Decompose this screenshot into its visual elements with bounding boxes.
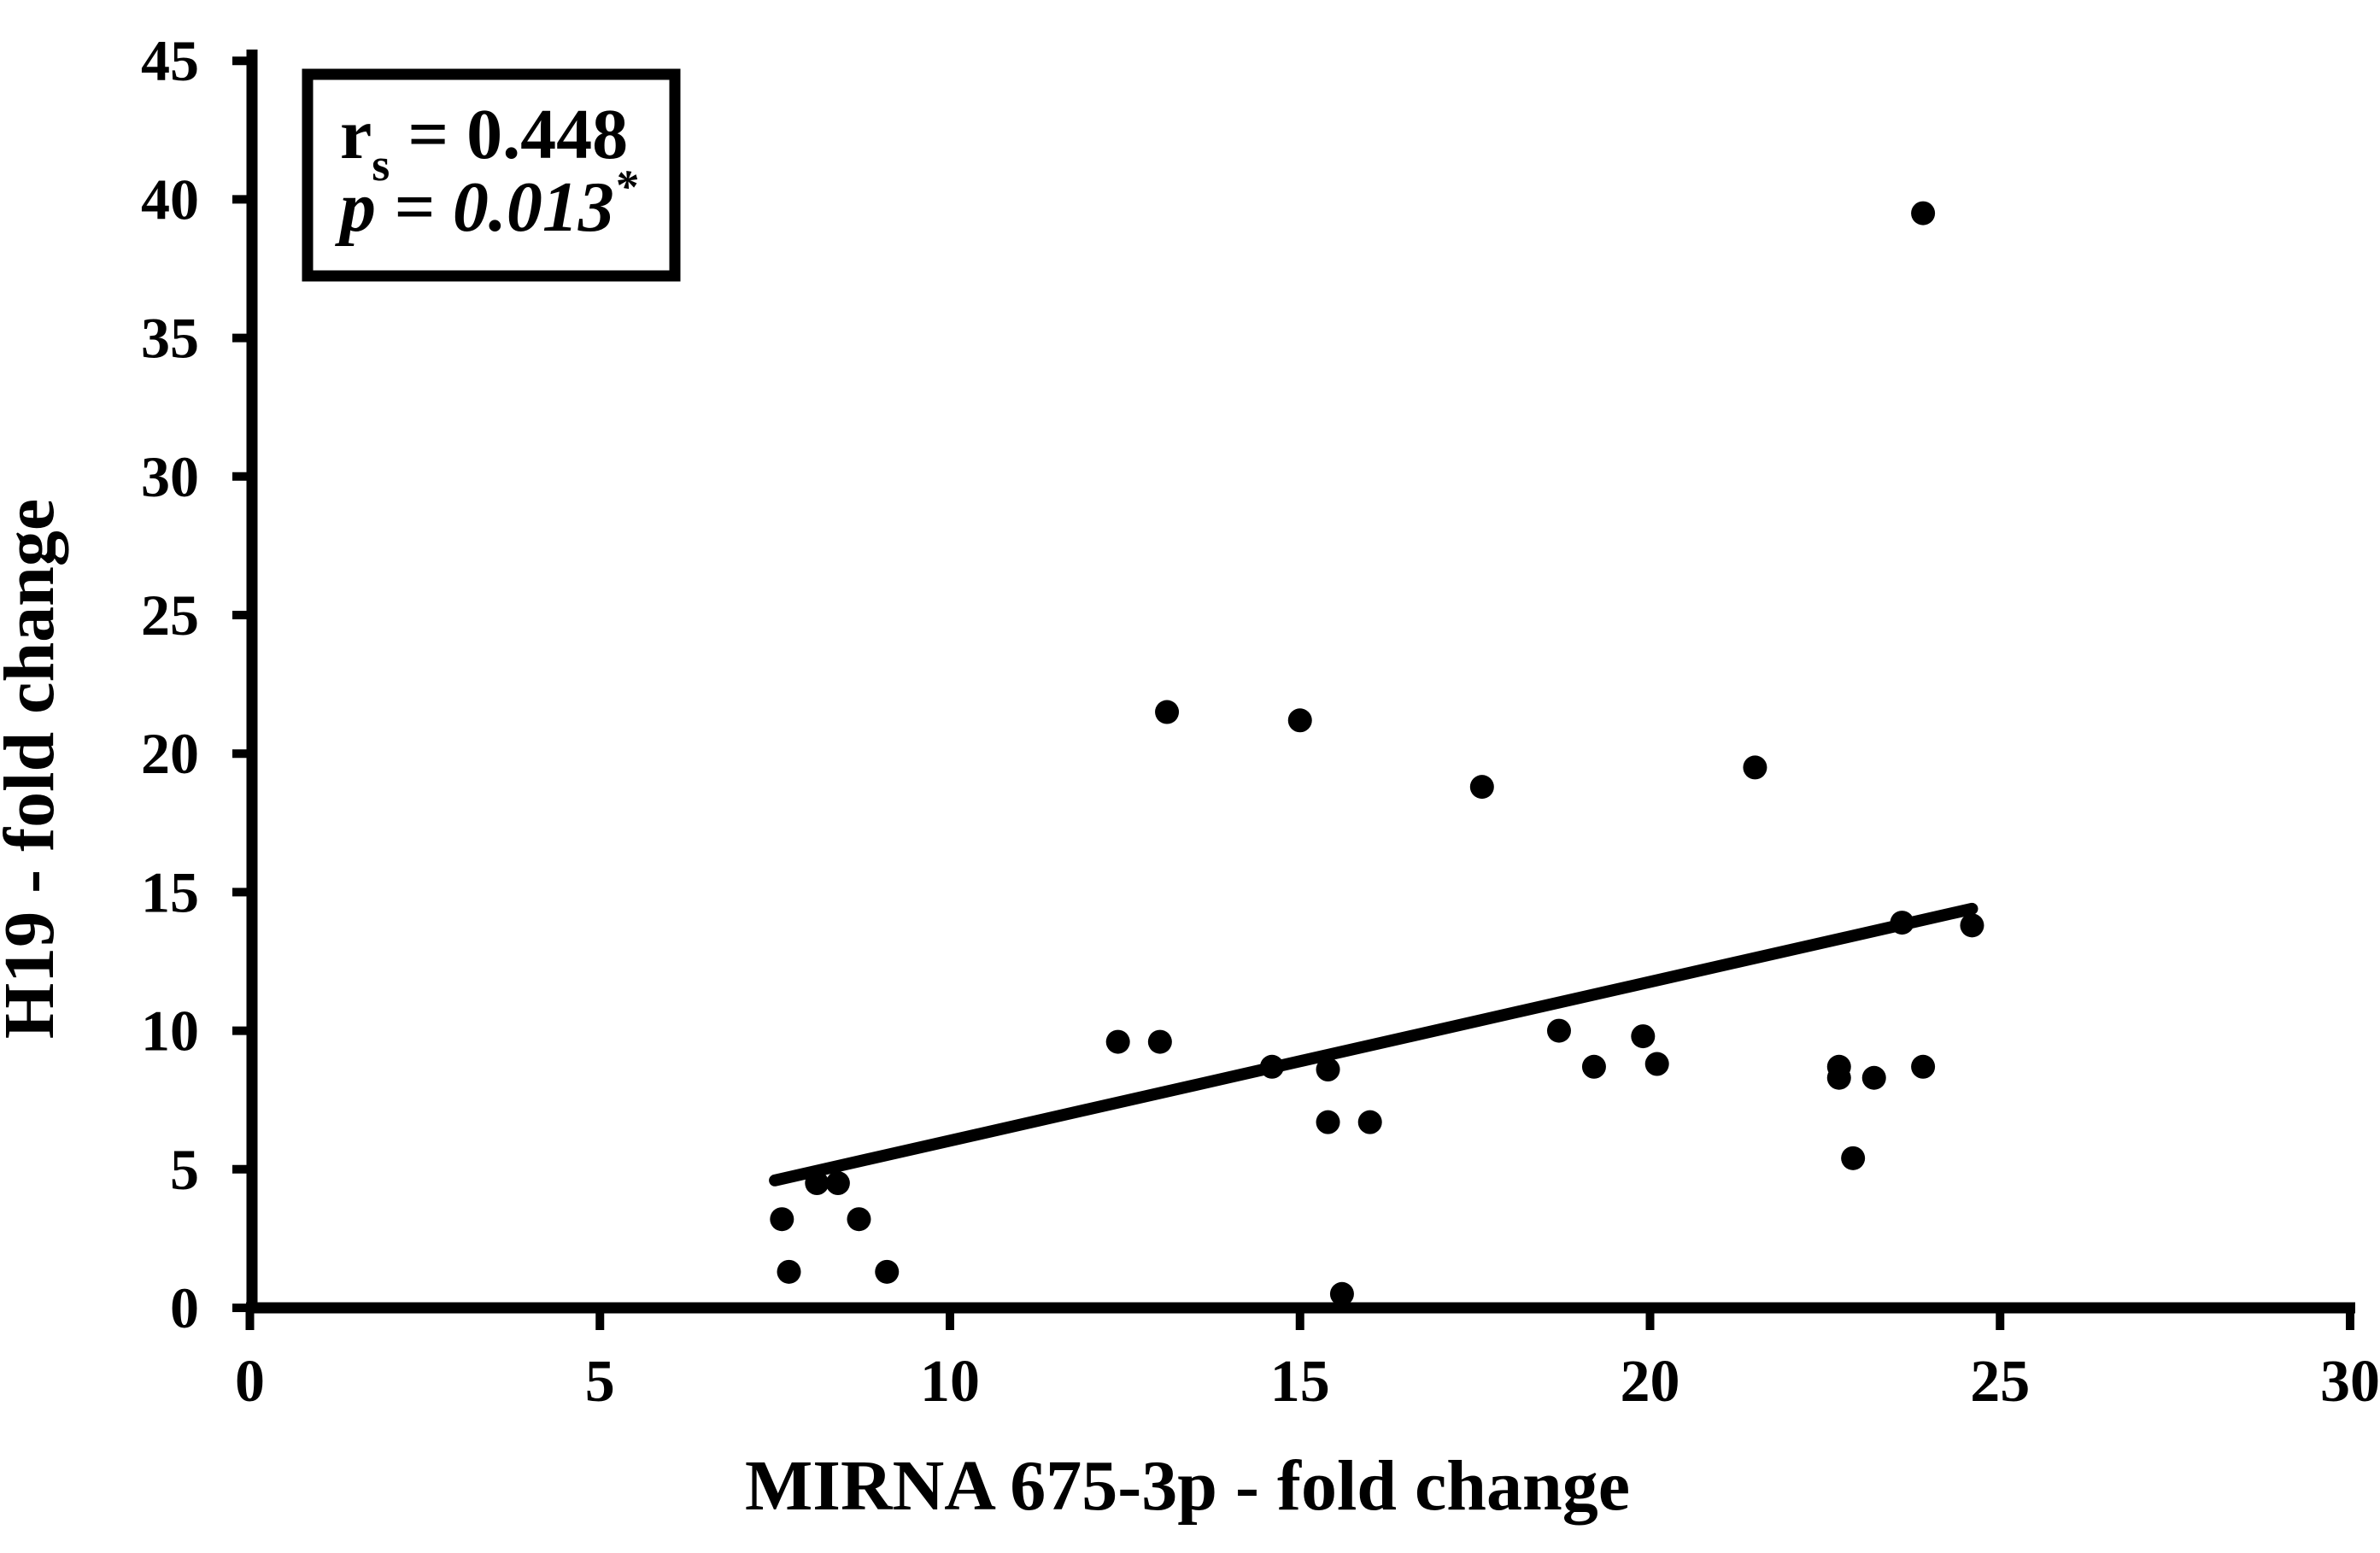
y-tick-label-0: 0 [170, 1275, 199, 1340]
x-axis-title: MIRNA 675-3p - fold change [745, 1446, 1630, 1526]
y-tick-label-20: 20 [141, 721, 199, 786]
data-point-14 [1287, 708, 1312, 733]
data-point-23 [1861, 1065, 1886, 1090]
data-point-5 [875, 1259, 900, 1284]
y-tick-label-35: 35 [141, 306, 199, 371]
data-point-28 [1911, 201, 1936, 226]
data-point-19 [1631, 1024, 1656, 1049]
data-point-24 [1911, 1054, 1936, 1079]
x-tick-label-5: 5 [585, 1349, 615, 1415]
data-point-3 [825, 1171, 850, 1196]
y-tick-label-15: 15 [141, 859, 199, 924]
y-tick-label-40: 40 [141, 167, 199, 231]
data-point-9 [1316, 1058, 1340, 1082]
data-point-7 [1147, 1029, 1172, 1054]
data-point-13 [1155, 700, 1180, 724]
data-point-1 [847, 1207, 871, 1232]
data-point-10 [1316, 1110, 1340, 1134]
y-tick-label-25: 25 [141, 583, 199, 648]
x-tick-label-20: 20 [1621, 1349, 1680, 1415]
data-point-27 [1960, 913, 1984, 938]
annotation-p-line: p = 0.013* [335, 161, 638, 247]
data-point-17 [1546, 1018, 1571, 1043]
y-tick-label-30: 30 [141, 444, 199, 509]
y-tick-label-10: 10 [141, 999, 199, 1064]
data-point-18 [1581, 1054, 1606, 1079]
data-point-20 [1644, 1052, 1669, 1076]
data-point-25 [1841, 1146, 1866, 1170]
y-tick-label-5: 5 [170, 1137, 199, 1202]
x-tick-label-15: 15 [1270, 1349, 1330, 1415]
data-point-22 [1826, 1065, 1851, 1090]
x-tick-label-0: 0 [235, 1349, 265, 1415]
trend-line [769, 902, 1978, 1187]
annotation-rs-line: rs = 0.448 [340, 95, 628, 190]
x-axis-tick-labels: 0 5 10 15 20 25 30 [235, 1349, 2380, 1415]
y-axis-tick-labels: 0 5 10 15 20 25 30 35 40 45 [141, 28, 199, 1340]
data-point-4 [777, 1259, 801, 1284]
data-point-6 [1105, 1029, 1130, 1054]
data-point-15 [1469, 775, 1494, 800]
y-axis-title: H19 - fold change [0, 499, 69, 1039]
annotation-box [302, 68, 681, 282]
x-tick-label-30: 30 [2320, 1349, 2380, 1415]
data-point-16 [1743, 755, 1767, 780]
x-tick-label-25: 25 [1970, 1349, 2030, 1415]
y-tick-label-45: 45 [141, 28, 199, 93]
x-tick-label-10: 10 [920, 1349, 980, 1415]
data-point-0 [770, 1207, 794, 1232]
data-point-11 [1357, 1110, 1382, 1134]
data-point-12 [1329, 1281, 1354, 1306]
